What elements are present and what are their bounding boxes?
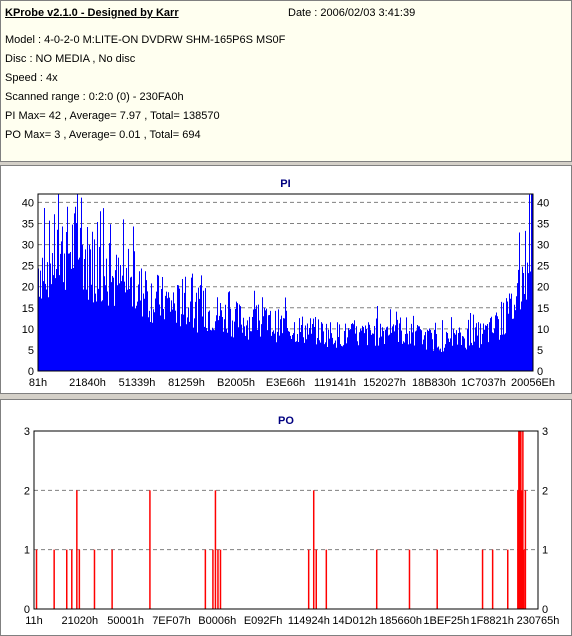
po-ytick-right: 1 <box>542 545 548 557</box>
pi-ytick-left: 5 <box>28 345 34 357</box>
pi-ytick-right: 40 <box>537 197 549 209</box>
po-xtick: 1BEF25h <box>423 615 469 627</box>
po-xtick: 11h <box>25 615 43 627</box>
range-line: Scanned range : 0:2:0 (0) - 230FA0h <box>5 91 184 103</box>
po-stats-line: PO Max= 3 , Average= 0.01 , Total= 694 <box>5 129 201 141</box>
pi-ytick-right: 35 <box>537 219 549 231</box>
pi-xtick: 51339h <box>119 377 156 389</box>
po-ytick-right: 3 <box>542 426 548 438</box>
po-ytick-left: 3 <box>24 426 30 438</box>
pi-ytick-left: 0 <box>28 366 34 378</box>
po-xtick: 7EF07h <box>152 615 191 627</box>
pi-xtick: 81259h <box>168 377 205 389</box>
pi-ytick-left: 15 <box>22 303 34 315</box>
po-ytick-right: 0 <box>542 604 548 616</box>
po-xtick: 14D012h <box>332 615 377 627</box>
po-ytick-left: 0 <box>24 604 30 616</box>
po-xtick: 114924h <box>288 615 330 627</box>
pi-stats-line: PI Max= 42 , Average= 7.97 , Total= 1385… <box>5 110 220 122</box>
pi-ytick-left: 10 <box>22 324 34 336</box>
pi-ytick-right: 15 <box>537 303 549 315</box>
pi-ytick-left: 35 <box>22 219 34 231</box>
speed-line: Speed : 4x <box>5 72 58 84</box>
model-line: Model : 4-0-2-0 M:LITE-ON DVDRW SHM-165P… <box>5 34 286 46</box>
pi-chart: PI 0 0 5 5 10 10 15 15 20 20 25 25 30 30 35 35 40 40 81h 218… <box>22 178 555 389</box>
pi-ytick-left: 25 <box>22 261 34 273</box>
pi-xtick: E3E66h <box>266 377 305 389</box>
po-xtick: 50001h <box>107 615 144 627</box>
po-xtick: 185660h <box>379 615 422 627</box>
pi-ytick-right: 0 <box>537 366 543 378</box>
pi-frame <box>37 193 534 372</box>
pi-xtick: 152027h <box>363 377 406 389</box>
po-xtick: 230765h <box>517 615 560 627</box>
pi-ytick-right: 10 <box>537 324 549 336</box>
info-panel: KProbe v2.1.0 - Designed by Karr Date : … <box>0 0 572 162</box>
po-ytick-left: 1 <box>24 545 30 557</box>
pi-xtick: 20056Eh <box>511 377 555 389</box>
pi-ytick-right: 25 <box>537 261 549 273</box>
po-chart: PO 0 0 1 1 2 2 3 3 11h 21020h 50001h 7EF07h B0006h E09… <box>24 415 560 627</box>
pi-ytick-right: 30 <box>537 240 549 252</box>
po-xtick: B0006h <box>198 615 236 627</box>
pi-xtick: 1C7037h <box>461 377 506 389</box>
pi-xtick: 81h <box>29 377 47 389</box>
pi-ytick-right: 5 <box>537 345 543 357</box>
disc-line: Disc : NO MEDIA , No disc <box>5 53 136 65</box>
pi-ytick-left: 20 <box>22 282 34 294</box>
po-ytick-left: 2 <box>24 485 30 497</box>
scan-date: Date : 2006/02/03 3:41:39 <box>288 7 416 19</box>
pi-ytick-left: 40 <box>22 197 34 209</box>
app-title: KProbe v2.1.0 - Designed by Karr <box>5 7 179 19</box>
po-xtick: E092Fh <box>244 615 283 627</box>
po-xtick: 1F8821h <box>470 615 513 627</box>
pi-bars <box>38 194 533 371</box>
po-frame <box>33 430 539 610</box>
pi-ytick-right: 20 <box>537 282 549 294</box>
pi-ytick-left: 30 <box>22 240 34 252</box>
pi-xtick: 18B830h <box>412 377 456 389</box>
po-title: PO <box>278 415 294 427</box>
pi-chart-panel: PI 0 0 5 5 10 10 15 15 20 20 25 25 30 30 35 35 40 40 81h 218… <box>0 165 572 394</box>
pi-xtick: 119141h <box>314 377 356 389</box>
po-ytick-right: 2 <box>542 485 548 497</box>
pi-title: PI <box>280 178 290 190</box>
pi-xtick: 21840h <box>69 377 106 389</box>
po-xtick: 21020h <box>61 615 98 627</box>
po-chart-panel: PO 0 0 1 1 2 2 3 3 11h 21020h 50001h 7EF07h B0006h E09… <box>0 399 572 636</box>
pi-xtick: B2005h <box>217 377 255 389</box>
